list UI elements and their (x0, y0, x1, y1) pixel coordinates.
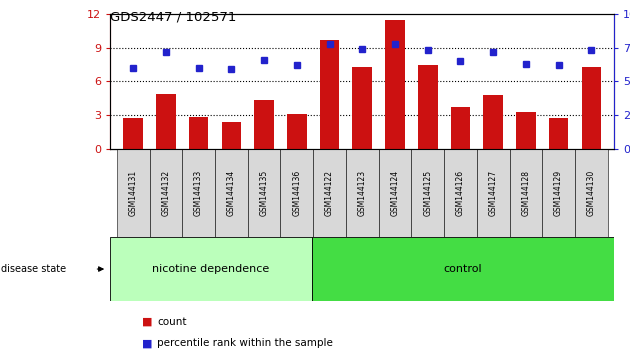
Bar (312, 237, 614, 301)
Bar (581, 67, 601, 149)
Bar (346, 149, 379, 237)
Bar (549, 118, 568, 149)
Bar (477, 149, 510, 237)
Text: nicotine dependence: nicotine dependence (152, 264, 270, 274)
Bar (575, 149, 608, 237)
Bar (510, 149, 542, 237)
Bar (542, 149, 575, 237)
Text: disease state: disease state (1, 264, 66, 274)
Text: GSM144130: GSM144130 (587, 170, 596, 216)
Text: percentile rank within the sample: percentile rank within the sample (158, 338, 333, 348)
Text: GSM144128: GSM144128 (522, 170, 530, 216)
Bar (450, 107, 470, 149)
Text: count: count (158, 317, 187, 327)
Text: ■: ■ (142, 317, 152, 327)
Bar (418, 65, 437, 149)
Text: GSM144136: GSM144136 (292, 170, 301, 216)
Text: GSM144131: GSM144131 (129, 170, 138, 216)
Bar (156, 94, 176, 149)
Bar (287, 114, 307, 149)
Text: GSM144122: GSM144122 (325, 170, 334, 216)
Bar (379, 149, 411, 237)
Text: GSM144124: GSM144124 (391, 170, 399, 216)
Bar (483, 95, 503, 149)
Bar (385, 20, 405, 149)
Text: ■: ■ (142, 338, 152, 348)
Text: GSM144134: GSM144134 (227, 170, 236, 216)
Bar (182, 149, 215, 237)
Bar (123, 118, 143, 149)
Bar (313, 149, 346, 237)
Bar (444, 149, 477, 237)
Bar (280, 149, 313, 237)
Bar (189, 117, 209, 149)
Bar (248, 149, 280, 237)
Text: GSM144135: GSM144135 (260, 170, 268, 216)
Text: GSM144126: GSM144126 (456, 170, 465, 216)
Bar (149, 149, 182, 237)
Bar (110, 237, 312, 301)
Text: GDS2447 / 102571: GDS2447 / 102571 (110, 11, 237, 24)
Text: GSM144132: GSM144132 (161, 170, 170, 216)
Text: GSM144127: GSM144127 (489, 170, 498, 216)
Text: GSM144125: GSM144125 (423, 170, 432, 216)
Bar (516, 112, 535, 149)
Text: control: control (444, 264, 483, 274)
Bar (255, 101, 274, 149)
Bar (222, 122, 241, 149)
Text: GSM144123: GSM144123 (358, 170, 367, 216)
Bar (411, 149, 444, 237)
Text: GSM144129: GSM144129 (554, 170, 563, 216)
Bar (319, 40, 340, 149)
Bar (352, 67, 372, 149)
Bar (215, 149, 248, 237)
Text: GSM144133: GSM144133 (194, 170, 203, 216)
Bar (117, 149, 149, 237)
